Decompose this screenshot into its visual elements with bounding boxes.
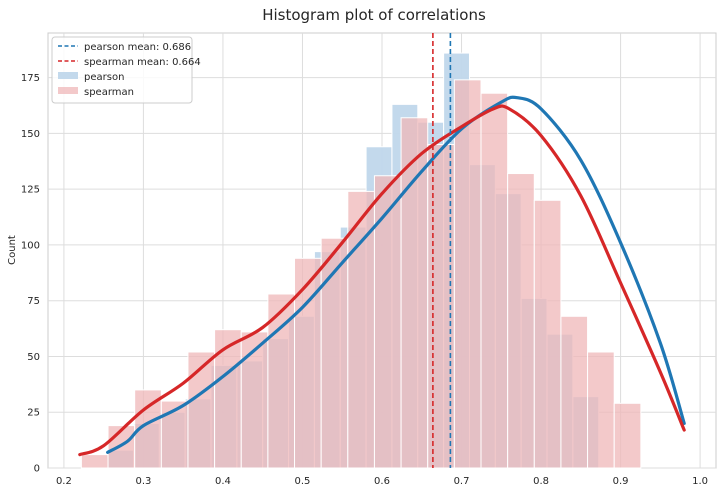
y-axis-label: Count bbox=[7, 235, 18, 265]
histogram-bar-spearman bbox=[400, 117, 429, 469]
y-tick-label: 25 bbox=[27, 408, 40, 419]
x-tick-label: 0.6 bbox=[374, 476, 390, 487]
histogram-bar-spearman bbox=[507, 173, 535, 469]
histogram-bar-spearman bbox=[587, 351, 615, 469]
histogram-bar-spearman bbox=[560, 315, 589, 469]
y-tick-label: 125 bbox=[21, 185, 40, 196]
kde-curve-spearman bbox=[78, 104, 686, 457]
mean-lines bbox=[432, 33, 452, 468]
histogram-bar-spearman bbox=[480, 92, 509, 469]
y-tick-label: 100 bbox=[21, 240, 40, 251]
x-tick-labels: 0.2 0.3 0.4 0.5 0.6 0.7 0.8 0.9 1.0 bbox=[56, 476, 708, 487]
x-tick-label: 0.8 bbox=[533, 476, 549, 487]
legend-label-pearson: pearson bbox=[84, 72, 124, 83]
histogram-bar-spearman bbox=[160, 400, 189, 469]
y-tick-label: 75 bbox=[27, 296, 40, 307]
histogram-bar-spearman bbox=[373, 175, 402, 469]
x-tick-label: 0.9 bbox=[613, 476, 629, 487]
histogram-bar-spearman bbox=[613, 402, 642, 469]
x-tick-label: 0.2 bbox=[56, 476, 72, 487]
legend-label-spearman: spearman bbox=[84, 87, 134, 98]
x-tick-label: 0.4 bbox=[215, 476, 231, 487]
legend-box bbox=[51, 36, 193, 104]
y-tick-label: 150 bbox=[21, 129, 40, 140]
y-tick-labels: 0 25 50 75 100 125 150 175 bbox=[21, 73, 40, 474]
chart-title: Histogram plot of correlations bbox=[262, 6, 486, 24]
histogram-bar-spearman bbox=[240, 331, 269, 469]
histogram-bar-spearman bbox=[187, 351, 216, 469]
y-tick-label: 50 bbox=[27, 352, 40, 363]
legend-swatch-pearson bbox=[58, 72, 78, 79]
y-tick-label: 0 bbox=[34, 464, 40, 475]
x-tick-label: 0.3 bbox=[135, 476, 151, 487]
x-tick-label: 1.0 bbox=[692, 476, 708, 487]
x-tick-label: 0.5 bbox=[295, 476, 311, 487]
histogram-bar-spearman bbox=[347, 190, 375, 469]
histogram-bar-spearman bbox=[80, 454, 109, 469]
y-tick-label: 175 bbox=[21, 73, 40, 84]
x-tick-label: 0.7 bbox=[454, 476, 470, 487]
legend-swatch-spearman bbox=[58, 87, 78, 94]
histogram-bar-spearman bbox=[320, 237, 349, 469]
kde-curve-pearson bbox=[106, 95, 686, 454]
histogram-bar-spearman bbox=[214, 329, 242, 469]
histogram-bar-spearman bbox=[533, 199, 562, 469]
kde-curves bbox=[78, 95, 686, 457]
legend-label-pearson-mean: pearson mean: 0.686 bbox=[84, 42, 191, 53]
legend: pearson mean: 0.686 spearman mean: 0.664… bbox=[51, 36, 201, 104]
histogram-bar-spearman bbox=[453, 79, 482, 469]
legend-label-spearman-mean: spearman mean: 0.664 bbox=[84, 57, 201, 68]
